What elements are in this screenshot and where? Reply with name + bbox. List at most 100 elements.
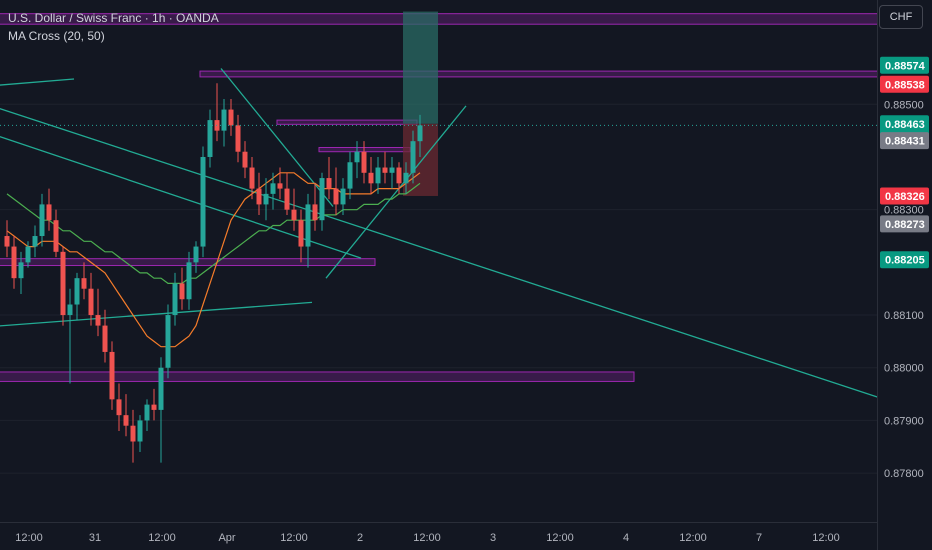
candle-body	[39, 204, 45, 237]
candle	[193, 241, 199, 273]
candle-body	[242, 151, 248, 168]
candle	[123, 394, 129, 437]
candle-body	[375, 167, 381, 184]
price-tag	[880, 132, 929, 150]
candle-body	[291, 209, 297, 221]
candle-body	[32, 236, 38, 247]
price-tag-label: 0.88326	[885, 191, 925, 203]
candle-body	[4, 236, 10, 247]
candle	[410, 130, 416, 184]
candle	[102, 309, 108, 363]
candle-body	[109, 351, 115, 400]
candle-body	[18, 262, 24, 279]
price-tag-label: 0.88205	[885, 255, 925, 267]
time-tick-label: 3	[490, 532, 496, 544]
candle	[137, 415, 143, 453]
price-tag	[880, 56, 929, 74]
candle	[312, 183, 318, 231]
candle	[11, 236, 17, 289]
candle-body	[277, 183, 283, 189]
time-axis[interactable]: 12:00 31 12:00 Apr 12:00 2 12:00 3 12:00 4 12:00 7 1…	[0, 522, 877, 550]
trendline	[0, 107, 932, 416]
symbol-title[interactable]: U.S. Dollar / Swiss Franc · 1h · OANDA	[8, 11, 219, 25]
candle-body	[235, 125, 241, 152]
time-tick-label: 4	[623, 532, 629, 544]
time-tick-label: 12:00	[280, 532, 308, 544]
candle	[81, 262, 87, 300]
candle	[207, 109, 213, 168]
candle	[291, 188, 297, 231]
candle-body	[340, 188, 346, 205]
candle-body	[74, 278, 80, 305]
candle-body	[263, 193, 269, 205]
candle-body	[151, 404, 157, 410]
candle-body	[319, 178, 325, 221]
time-tick-label: 12:00	[15, 532, 43, 544]
candle	[74, 272, 80, 321]
zone-rectangle	[199, 70, 915, 78]
candle	[109, 341, 115, 410]
zone-rectangle	[276, 119, 418, 125]
candle-body	[389, 167, 395, 173]
candle-body	[270, 183, 276, 194]
candle	[319, 172, 325, 231]
candle-body	[228, 109, 234, 126]
candle-body	[11, 246, 17, 279]
candle-body	[368, 172, 374, 184]
price-tick-label: 0.88000	[884, 363, 924, 375]
candle-body	[116, 399, 122, 416]
candle-body	[207, 120, 213, 157]
candle-body	[186, 262, 192, 300]
candle	[417, 114, 423, 157]
candle-body	[249, 167, 255, 189]
moving-averages	[6, 172, 421, 348]
candle	[263, 178, 269, 221]
currency-button[interactable]: CHF	[879, 5, 923, 29]
zone-rectangle	[0, 371, 635, 382]
time-axis-bg	[0, 522, 877, 550]
candle-body	[200, 156, 206, 247]
price-tag-label: 0.88463	[885, 119, 925, 131]
candle-body	[137, 420, 143, 442]
price-tick-label: 0.88300	[884, 205, 924, 217]
candle-body	[333, 188, 339, 205]
indicator-title[interactable]: MA Cross (20, 50)	[8, 29, 105, 43]
candle	[228, 99, 234, 136]
candle	[25, 241, 31, 268]
position-target-zone	[403, 11, 438, 124]
candle-body	[158, 367, 164, 410]
candle-body	[396, 167, 402, 184]
candle	[347, 151, 353, 200]
candle-body	[81, 278, 87, 289]
time-tick-label: 12:00	[148, 532, 176, 544]
ma-slow-line	[6, 182, 421, 284]
time-tick-label: 12:00	[812, 532, 840, 544]
time-tick-label: 31	[89, 532, 101, 544]
time-tick-label: 12:00	[679, 532, 707, 544]
price-tick-label: 0.87800	[884, 468, 924, 480]
price-tick-label: 0.88500	[884, 99, 924, 111]
candle-body	[102, 325, 108, 352]
candle	[361, 141, 367, 184]
trendline	[325, 105, 467, 279]
price-tag	[880, 251, 929, 269]
price-axis[interactable]: 0.88500 0.88300 0.88100 0.88000 0.87900 0.878…	[877, 0, 932, 550]
candle	[144, 399, 150, 431]
candle	[249, 156, 255, 200]
candle	[368, 156, 374, 194]
trendline	[0, 78, 75, 86]
candle	[221, 99, 227, 147]
candle	[333, 167, 339, 215]
candle	[130, 409, 136, 463]
candle-body	[123, 415, 129, 426]
candle-body	[382, 167, 388, 173]
time-tick-label: Apr	[218, 532, 235, 544]
candle-body	[25, 246, 31, 263]
candle-body	[60, 251, 66, 316]
candle-body	[312, 204, 318, 221]
candle	[298, 209, 304, 263]
zone-rectangle	[0, 13, 932, 25]
candle	[60, 246, 66, 326]
candle-body	[305, 204, 311, 247]
